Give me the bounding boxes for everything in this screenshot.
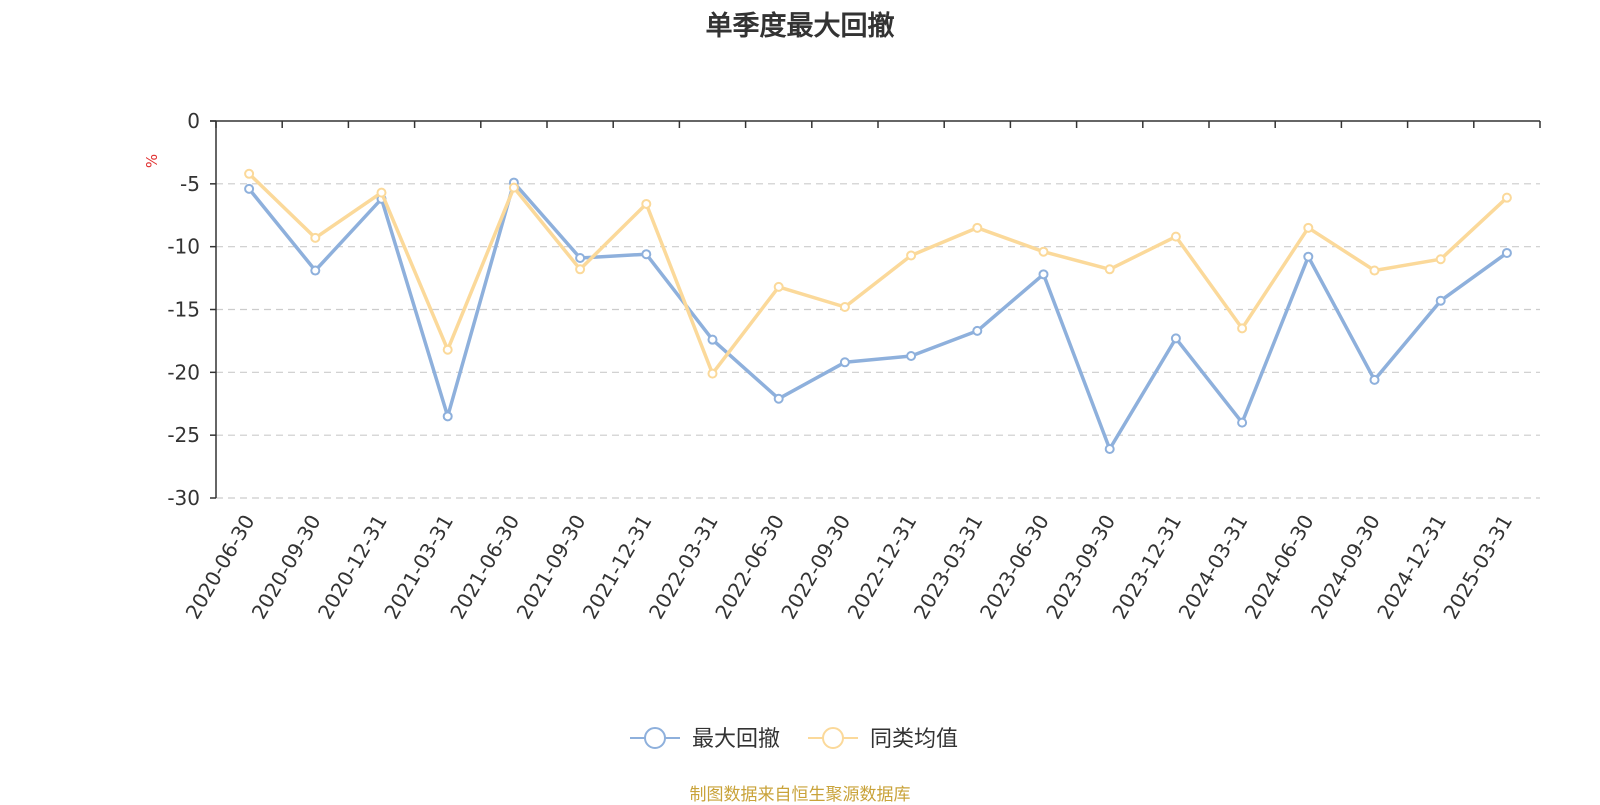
data-point [1369, 265, 1380, 276]
legend[interactable]: 最大回撤 同类均值 [630, 727, 958, 752]
y-tick-label: 0 [187, 109, 200, 133]
y-tick-label: -15 [167, 298, 200, 322]
chart-title: 单季度最大回撤 [705, 11, 895, 42]
y-tick-label: -10 [167, 235, 200, 259]
data-point [773, 393, 784, 404]
data-point [310, 232, 321, 243]
x-tick-label: 2020-09-30 [247, 511, 326, 624]
data-point [376, 187, 387, 198]
data-point [972, 222, 983, 233]
data-point [1435, 295, 1446, 306]
data-point [442, 344, 453, 355]
x-tick-label: 2024-03-31 [1174, 511, 1253, 624]
data-point [508, 182, 519, 193]
x-tick-label: 2024-09-30 [1306, 511, 1385, 624]
x-tick-label: 2022-06-30 [710, 511, 789, 624]
x-tick-label: 2023-12-31 [1107, 511, 1186, 624]
series-line [247, 172, 1509, 376]
x-tick-label: 2021-12-31 [578, 511, 657, 624]
x-tick-label: 2024-06-30 [1240, 511, 1319, 624]
data-point [442, 411, 453, 422]
x-tick-label: 2020-06-30 [181, 511, 260, 624]
data-point [707, 368, 718, 379]
data-point [707, 334, 718, 345]
data-point [1303, 222, 1314, 233]
data-point [906, 350, 917, 361]
axis-layer: 0-5-10-15-20-25-302020-06-302020-09-3020… [167, 109, 1541, 624]
y-tick-label: -20 [167, 360, 200, 384]
x-tick-label: 2023-06-30 [975, 511, 1054, 624]
x-tick-label: 2022-09-30 [776, 511, 855, 624]
data-point [1237, 417, 1248, 428]
data-source-note: 制图数据来自恒生聚源数据库 [689, 785, 911, 805]
legend-marker [644, 727, 666, 749]
data-point [1170, 333, 1181, 344]
legend-marker [822, 727, 844, 749]
series-1 [244, 177, 1512, 454]
y-axis-unit-label: % [143, 154, 161, 168]
y-tick-label: -30 [167, 486, 200, 510]
data-point [1501, 247, 1512, 258]
x-tick-label: 2023-09-30 [1041, 511, 1120, 624]
data-point [641, 198, 652, 209]
data-point [1170, 231, 1181, 242]
data-point [641, 249, 652, 260]
data-point [906, 250, 917, 261]
data-point [1104, 443, 1115, 454]
x-tick-label: 2021-06-30 [445, 511, 524, 624]
data-point [1369, 374, 1380, 385]
data-point [1104, 264, 1115, 275]
x-tick-label: 2020-12-31 [313, 511, 392, 624]
data-point [1038, 269, 1049, 280]
series-2 [244, 168, 1512, 379]
legend-item-1[interactable]: 最大回撤 [630, 727, 780, 752]
legend-label: 同类均值 [870, 727, 958, 752]
data-point [839, 357, 850, 368]
data-point [1237, 323, 1248, 334]
data-point [575, 264, 586, 275]
data-point [773, 281, 784, 292]
x-tick-label: 2021-03-31 [379, 511, 458, 624]
x-tick-label: 2024-12-31 [1372, 511, 1451, 624]
legend-item-2[interactable]: 同类均值 [808, 727, 958, 752]
data-point [244, 183, 255, 194]
data-point [1038, 246, 1049, 257]
series-line [247, 180, 1508, 451]
grid-layer [216, 183, 1540, 499]
x-tick-label: 2023-03-31 [909, 511, 988, 624]
x-tick-label: 2021-09-30 [512, 511, 591, 624]
legend-label: 最大回撤 [692, 727, 780, 752]
data-point [310, 265, 321, 276]
data-point [1303, 251, 1314, 262]
data-point [972, 325, 983, 336]
data-point [244, 168, 255, 179]
y-tick-label: -5 [180, 172, 200, 196]
data-point [575, 252, 586, 263]
data-point [839, 301, 850, 312]
data-point [1501, 192, 1512, 203]
x-tick-label: 2025-03-31 [1438, 511, 1517, 624]
series-layer [244, 168, 1512, 454]
x-tick-label: 2022-12-31 [843, 511, 922, 624]
data-point [1435, 254, 1446, 265]
y-tick-label: -25 [167, 423, 200, 447]
x-tick-label: 2022-03-31 [644, 511, 723, 624]
